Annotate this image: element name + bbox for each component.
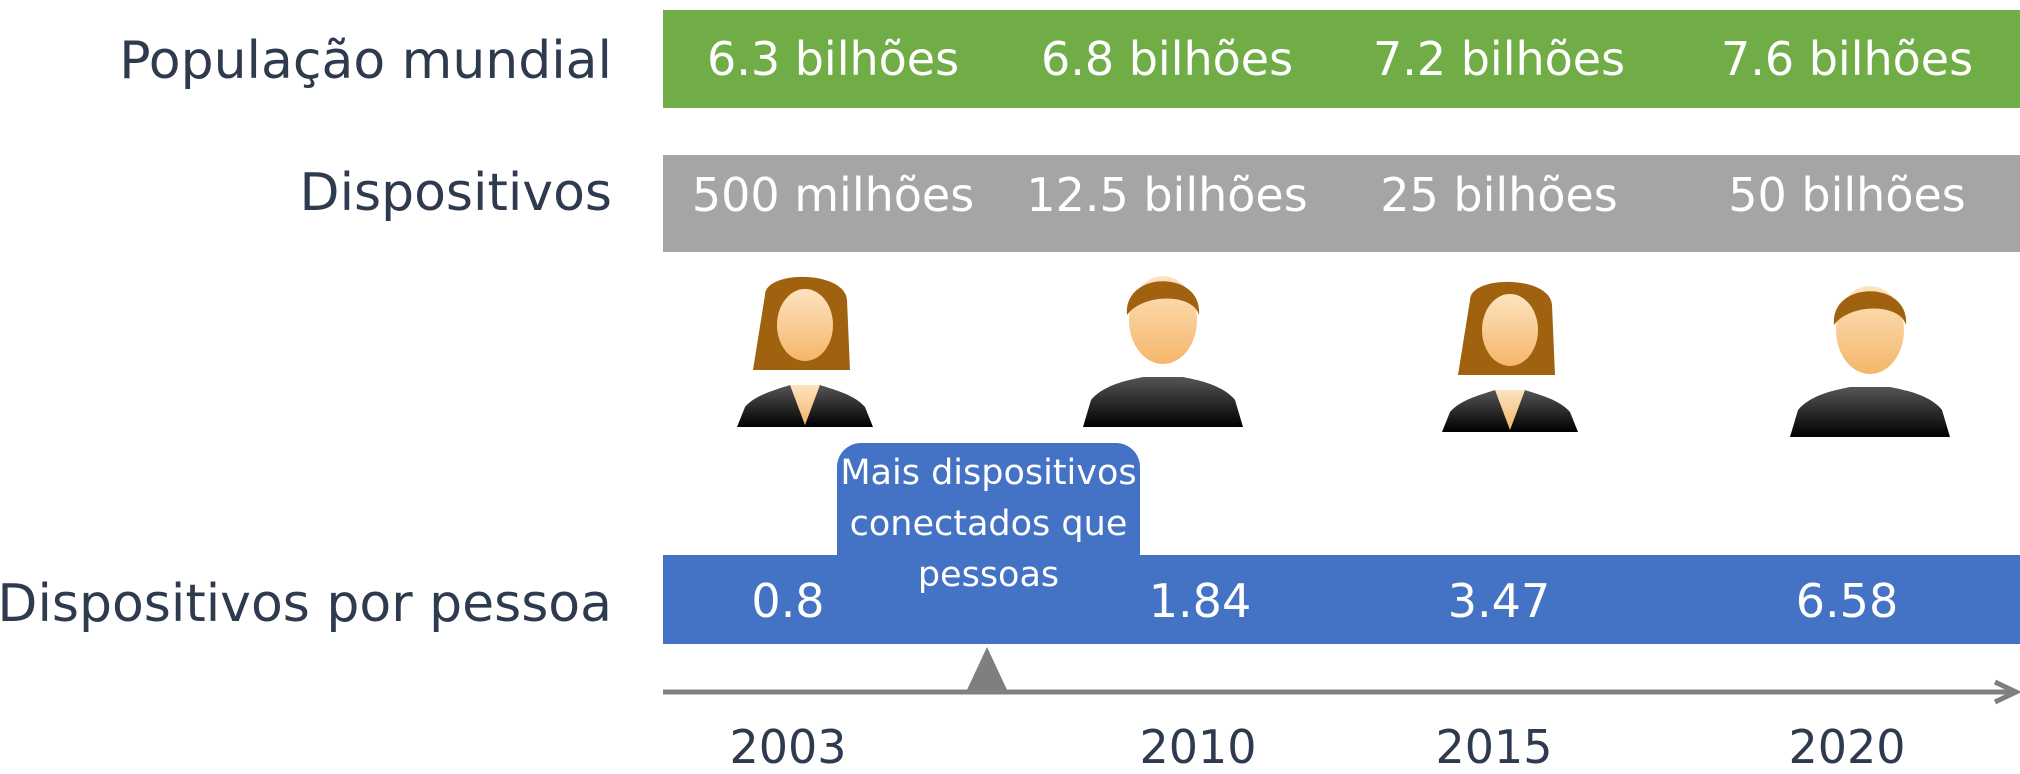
- callout-pointer: [966, 647, 1008, 692]
- female-icon: [737, 277, 873, 427]
- row-value: 12.5 bilhões: [1026, 168, 1307, 222]
- row-value: 50 bilhões: [1728, 168, 1965, 222]
- row-label: Dispositivos por pessoa: [0, 574, 612, 634]
- year-label: 2020: [1788, 720, 1905, 774]
- row-value: 7.6 bilhões: [1721, 32, 1973, 86]
- row-value: 0.8: [751, 574, 824, 628]
- page: Mais dispositivos conectados que pessoas…: [0, 0, 2020, 768]
- row-value: 25 bilhões: [1380, 168, 1617, 222]
- year-label: 2003: [729, 720, 846, 774]
- row-value: 6.3 bilhões: [707, 32, 959, 86]
- year-label: 2010: [1139, 720, 1256, 774]
- male-icon: [1790, 286, 1950, 437]
- female-icon: [1442, 282, 1578, 432]
- row-value: 1.84: [1149, 574, 1251, 628]
- row-label: População mundial: [119, 31, 612, 91]
- row-value: 6.8 bilhões: [1041, 32, 1293, 86]
- decor: [0, 0, 2020, 768]
- row-value: 500 milhões: [692, 168, 974, 222]
- year-label: 2015: [1435, 720, 1552, 774]
- row-value: 3.47: [1448, 574, 1550, 628]
- row-label: Dispositivos: [300, 163, 612, 223]
- row-value: 7.2 bilhões: [1373, 32, 1625, 86]
- male-icon: [1083, 276, 1243, 427]
- row-value: 6.58: [1796, 574, 1898, 628]
